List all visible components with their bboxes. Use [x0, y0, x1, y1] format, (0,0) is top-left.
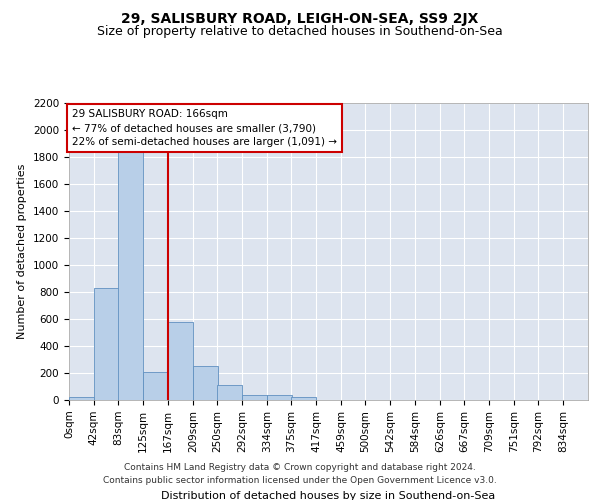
Y-axis label: Number of detached properties: Number of detached properties: [17, 164, 28, 339]
Text: 29, SALISBURY ROAD, LEIGH-ON-SEA, SS9 2JX: 29, SALISBURY ROAD, LEIGH-ON-SEA, SS9 2J…: [121, 12, 479, 26]
Bar: [267, 396, 292, 400]
Text: Size of property relative to detached houses in Southend-on-Sea: Size of property relative to detached ho…: [97, 25, 503, 38]
X-axis label: Distribution of detached houses by size in Southend-on-Sea: Distribution of detached houses by size …: [161, 490, 496, 500]
Bar: [193, 366, 218, 400]
Bar: [143, 372, 168, 400]
Text: 29 SALISBURY ROAD: 166sqm
← 77% of detached houses are smaller (3,790)
22% of se: 29 SALISBURY ROAD: 166sqm ← 77% of detac…: [72, 110, 337, 148]
Bar: [242, 394, 267, 400]
Bar: [118, 143, 143, 400]
Bar: [94, 288, 119, 400]
Bar: [69, 398, 94, 400]
Bar: [168, 322, 193, 400]
Bar: [291, 398, 316, 400]
Text: Contains public sector information licensed under the Open Government Licence v3: Contains public sector information licen…: [103, 476, 497, 485]
Bar: [217, 385, 242, 400]
Text: Contains HM Land Registry data © Crown copyright and database right 2024.: Contains HM Land Registry data © Crown c…: [124, 464, 476, 472]
